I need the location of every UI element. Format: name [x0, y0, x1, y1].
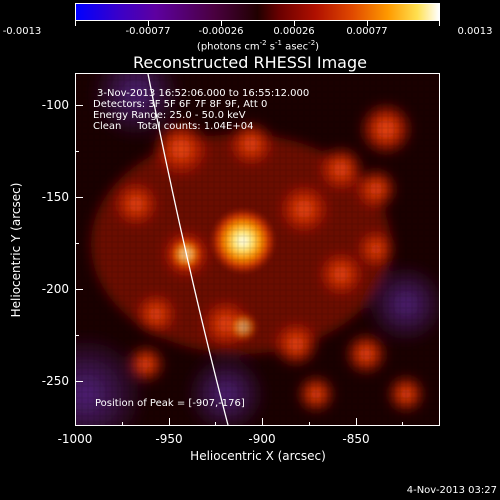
x-tick-label: -900 — [248, 432, 276, 446]
x-tick — [356, 418, 357, 426]
y-tick — [75, 105, 83, 106]
colorbar-tick — [75, 21, 76, 26]
y-tick-label: -150 — [41, 190, 69, 204]
solar-limb — [147, 74, 229, 425]
x-tick-label: -950 — [155, 432, 183, 446]
colorbar-tick-label: 0.00026 — [273, 26, 315, 37]
rhessi-image — [75, 73, 440, 426]
x-tick-label: -850 — [342, 432, 370, 446]
colorbar-tick-label: 0.0013 — [457, 26, 493, 37]
energy-range-text: Energy Range: 25.0 - 50.0 keV — [93, 110, 246, 121]
colorbar-units: (photons cm-2 s-1 asec-2) — [196, 39, 320, 53]
detectors-text: Detectors: 3F 5F 6F 7F 8F 9F, Att 0 — [93, 99, 268, 110]
colorbar-tick — [439, 21, 440, 26]
x-axis-label: Heliocentric X (arcsec) — [190, 449, 326, 463]
colorbar-tick — [221, 21, 222, 26]
y-tick — [75, 197, 83, 198]
x-minor-tick — [402, 422, 403, 426]
colorbar-tick — [367, 21, 368, 26]
colorbar — [75, 3, 440, 21]
x-tick-label: -1000 — [57, 432, 93, 446]
y-minor-tick — [75, 335, 79, 336]
colorbar-gradient — [76, 4, 439, 20]
colorbar-tick — [294, 21, 295, 26]
x-tick — [169, 418, 170, 426]
x-tick — [75, 418, 76, 426]
y-tick-label: -250 — [41, 374, 69, 388]
colorbar-tick-label: -0.00026 — [198, 26, 244, 37]
y-minor-tick — [75, 243, 79, 244]
y-tick-label: -100 — [41, 98, 69, 112]
x-minor-tick — [122, 422, 123, 426]
image-title: Reconstructed RHESSI Image — [133, 53, 367, 72]
colorbar-tick — [148, 21, 149, 26]
date-stamp: 4-Nov-2013 03:27 — [406, 485, 497, 496]
x-minor-tick — [215, 422, 216, 426]
colorbar-tick-label: -0.00077 — [125, 26, 171, 37]
y-axis-label: Heliocentric Y (arcsec) — [9, 182, 23, 318]
x-tick — [262, 418, 263, 426]
time-range-text: 3-Nov-2013 16:52:06.000 to 16:55:12.000 — [97, 88, 310, 99]
y-tick — [75, 381, 83, 382]
colorbar-tick-label: -0.0013 — [2, 26, 42, 37]
colorbar-tick-label: 0.00077 — [346, 26, 388, 37]
rhessi-image-canvas — [76, 74, 439, 425]
peak-position-text: Position of Peak = [-907,-176] — [95, 398, 245, 409]
clean-counts-text: Clean Total counts: 1.04E+04 — [93, 121, 254, 132]
x-minor-tick — [309, 422, 310, 426]
y-tick-label: -200 — [41, 282, 69, 296]
y-minor-tick — [75, 151, 79, 152]
y-tick — [75, 289, 83, 290]
pixel-grid — [76, 74, 439, 425]
